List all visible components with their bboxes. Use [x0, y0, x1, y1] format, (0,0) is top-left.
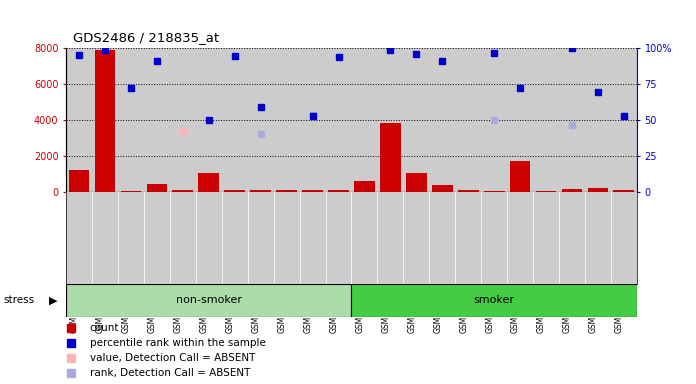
Bar: [533, 48, 559, 192]
Text: value, Detection Call = ABSENT: value, Detection Call = ABSENT: [90, 353, 255, 363]
Text: non-smoker: non-smoker: [176, 295, 242, 306]
Bar: [222, 48, 248, 192]
Bar: [170, 48, 196, 192]
Bar: [326, 192, 351, 284]
Bar: [276, 190, 297, 192]
Bar: [354, 181, 375, 192]
Bar: [432, 185, 452, 192]
Bar: [66, 48, 92, 192]
Bar: [69, 169, 90, 192]
Text: stress: stress: [3, 295, 35, 306]
Bar: [92, 192, 118, 284]
Bar: [481, 192, 507, 284]
Bar: [147, 184, 167, 192]
Bar: [351, 48, 377, 192]
Text: ▶: ▶: [49, 295, 57, 306]
Bar: [326, 48, 351, 192]
Bar: [429, 192, 455, 284]
Bar: [484, 190, 505, 192]
Bar: [120, 190, 141, 192]
Bar: [118, 192, 144, 284]
Bar: [173, 190, 193, 192]
Bar: [380, 123, 401, 192]
Bar: [299, 192, 326, 284]
Bar: [559, 192, 585, 284]
Bar: [92, 48, 118, 192]
Bar: [144, 48, 170, 192]
Bar: [95, 50, 116, 192]
Bar: [222, 192, 248, 284]
Bar: [611, 48, 637, 192]
Text: percentile rank within the sample: percentile rank within the sample: [90, 338, 265, 348]
Bar: [248, 192, 274, 284]
Text: GDS2486 / 218835_at: GDS2486 / 218835_at: [73, 31, 219, 44]
Text: count: count: [90, 323, 119, 333]
Bar: [377, 48, 404, 192]
Bar: [351, 284, 637, 317]
Bar: [406, 174, 427, 192]
Bar: [404, 192, 429, 284]
Bar: [274, 192, 299, 284]
Bar: [613, 190, 634, 192]
Bar: [507, 48, 533, 192]
Bar: [455, 48, 481, 192]
Bar: [224, 190, 245, 192]
Text: smoker: smoker: [474, 295, 514, 306]
Bar: [248, 48, 274, 192]
Bar: [66, 192, 92, 284]
Bar: [404, 48, 429, 192]
Bar: [274, 48, 299, 192]
Bar: [585, 48, 611, 192]
Bar: [587, 188, 608, 192]
Bar: [455, 192, 481, 284]
Bar: [196, 48, 222, 192]
Bar: [458, 190, 479, 192]
Bar: [198, 173, 219, 192]
Bar: [196, 192, 222, 284]
Bar: [170, 192, 196, 284]
Bar: [302, 190, 323, 192]
Bar: [429, 48, 455, 192]
Bar: [509, 161, 530, 192]
Bar: [66, 284, 351, 317]
Text: rank, Detection Call = ABSENT: rank, Detection Call = ABSENT: [90, 368, 250, 378]
Bar: [251, 190, 271, 192]
Bar: [562, 189, 583, 192]
Bar: [299, 48, 326, 192]
Bar: [611, 192, 637, 284]
Bar: [377, 192, 404, 284]
Bar: [585, 192, 611, 284]
Bar: [559, 48, 585, 192]
Bar: [507, 192, 533, 284]
Bar: [144, 192, 170, 284]
Bar: [481, 48, 507, 192]
Bar: [536, 190, 556, 192]
Bar: [118, 48, 144, 192]
Bar: [533, 192, 559, 284]
Bar: [328, 190, 349, 192]
Bar: [351, 192, 377, 284]
